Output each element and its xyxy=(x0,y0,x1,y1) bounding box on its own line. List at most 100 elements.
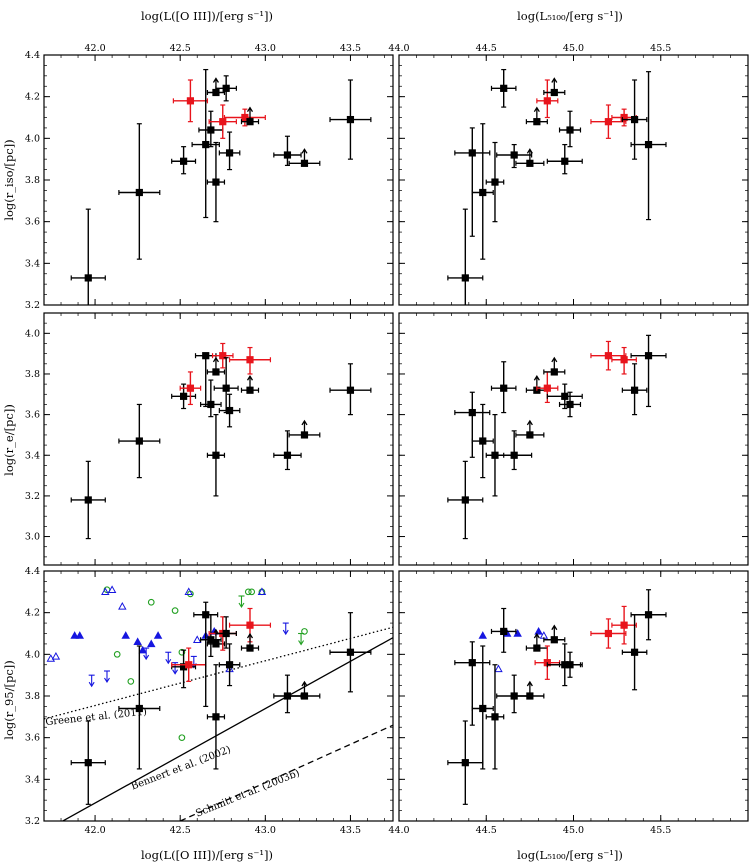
y-tick-label: 4.2 xyxy=(25,92,40,103)
data-marker xyxy=(468,659,476,667)
blue-filled-triangle xyxy=(534,626,543,635)
data-marker xyxy=(500,84,508,92)
black-data-point xyxy=(329,612,372,693)
black-data-point xyxy=(471,403,494,479)
y-tick-label: 4.0 xyxy=(25,649,40,660)
panel-r1c1: 42.0 42.5 43.0 43.5 3.2 3.4 3.6 3.8 4.0 4.2 4.4 xyxy=(25,43,394,311)
data-marker xyxy=(135,188,143,197)
red-data-point xyxy=(590,618,627,649)
lower-limit-head xyxy=(212,356,219,363)
data-marker xyxy=(300,692,309,700)
x-tick-label: 43.5 xyxy=(340,825,361,836)
blue-upper-limit xyxy=(143,647,150,661)
black-data-point xyxy=(471,645,494,770)
arrow-head xyxy=(238,602,245,609)
black-data-point xyxy=(240,106,260,126)
lower-limit-head xyxy=(551,356,558,363)
black-data-point xyxy=(558,391,582,418)
x-tick-label: 44.5 xyxy=(476,43,497,54)
arrow-head xyxy=(172,669,179,675)
blue-filled-triangle xyxy=(153,631,163,639)
black-data-point xyxy=(454,391,491,458)
data-marker xyxy=(84,759,92,767)
black-data-point xyxy=(515,148,545,167)
lower-limit-head xyxy=(301,148,308,154)
black-data-point xyxy=(525,106,548,126)
green-circle-point xyxy=(147,598,155,606)
black-data-point xyxy=(496,430,533,471)
data-marker xyxy=(566,400,574,409)
data-marker xyxy=(180,392,188,400)
black-data-point xyxy=(193,601,219,708)
blue-filled-triangle xyxy=(478,631,488,639)
red-data-point xyxy=(208,104,237,139)
top-xlabel-right: log(L₅₁₀₀/[erg s⁻¹]) xyxy=(517,9,623,23)
ylabel-row-1: log(r_iso/[pc]) xyxy=(2,139,16,220)
data-marker xyxy=(461,496,469,504)
data-marker xyxy=(550,88,558,97)
y-tick-label: 3.4 xyxy=(25,258,40,269)
data-marker xyxy=(246,621,254,629)
data-marker xyxy=(202,352,210,360)
data-marker xyxy=(202,611,210,619)
data-marker xyxy=(566,126,574,134)
black-data-point xyxy=(288,148,321,167)
data-marker xyxy=(479,188,487,197)
panel-frame xyxy=(398,312,749,566)
relation-line xyxy=(179,724,393,821)
lower-limit-head xyxy=(246,632,254,639)
lower-limit-head xyxy=(551,77,558,83)
green-circle-point xyxy=(113,650,121,658)
y-tick-label: 3.6 xyxy=(25,410,40,421)
red-data-point xyxy=(611,605,637,645)
data-marker xyxy=(202,140,210,149)
black-data-point xyxy=(218,393,241,428)
blue-open-triangle xyxy=(494,664,503,673)
data-marker xyxy=(479,704,487,713)
black-data-point xyxy=(454,641,491,726)
data-marker xyxy=(491,178,499,186)
data-marker xyxy=(543,384,551,392)
data-marker xyxy=(212,451,220,459)
data-marker xyxy=(300,159,309,167)
data-marker xyxy=(644,140,653,149)
bottom-xlabel-left: log(L([O III])/[erg s⁻¹]) xyxy=(141,848,273,862)
black-data-point xyxy=(200,379,222,418)
blue-open-triangle xyxy=(51,651,61,660)
data-marker xyxy=(185,661,193,669)
black-data-point xyxy=(485,664,505,770)
arrow-head xyxy=(298,640,305,646)
black-data-point xyxy=(215,75,237,102)
data-marker xyxy=(186,384,195,392)
data-marker xyxy=(283,692,292,700)
plot-area xyxy=(447,589,667,805)
arrow-head xyxy=(143,654,150,661)
y-tick-label: 4.0 xyxy=(25,133,40,144)
black-data-point xyxy=(206,414,226,497)
red-data-point xyxy=(211,342,234,369)
blue-open-triangle xyxy=(184,587,193,596)
black-data-point xyxy=(70,208,106,305)
data-marker xyxy=(212,178,220,186)
x-tick-label: 45.0 xyxy=(563,43,584,54)
data-marker xyxy=(510,151,518,159)
green-circle-point xyxy=(301,628,308,635)
y-tick-label: 3.2 xyxy=(25,491,40,502)
data-marker xyxy=(212,88,220,97)
blue-filled-triangle xyxy=(121,631,130,639)
panel-frame xyxy=(398,570,749,822)
data-marker xyxy=(225,149,234,157)
y-tick-label: 4.4 xyxy=(25,566,40,577)
data-marker xyxy=(207,126,215,134)
y-tick-label: 3.2 xyxy=(25,300,40,311)
black-data-point xyxy=(273,430,302,471)
black-data-point xyxy=(490,607,517,653)
data-marker xyxy=(180,157,188,165)
x-tick-label: 44.0 xyxy=(388,43,409,54)
blue-filled-triangle xyxy=(138,645,147,654)
x-tick-label: 45.5 xyxy=(650,43,671,54)
panel-r2c1: 3.0 3.2 3.4 3.6 3.8 4.0 xyxy=(25,312,394,566)
blue-filled-triangle xyxy=(147,639,156,648)
red-data-point xyxy=(611,346,637,375)
